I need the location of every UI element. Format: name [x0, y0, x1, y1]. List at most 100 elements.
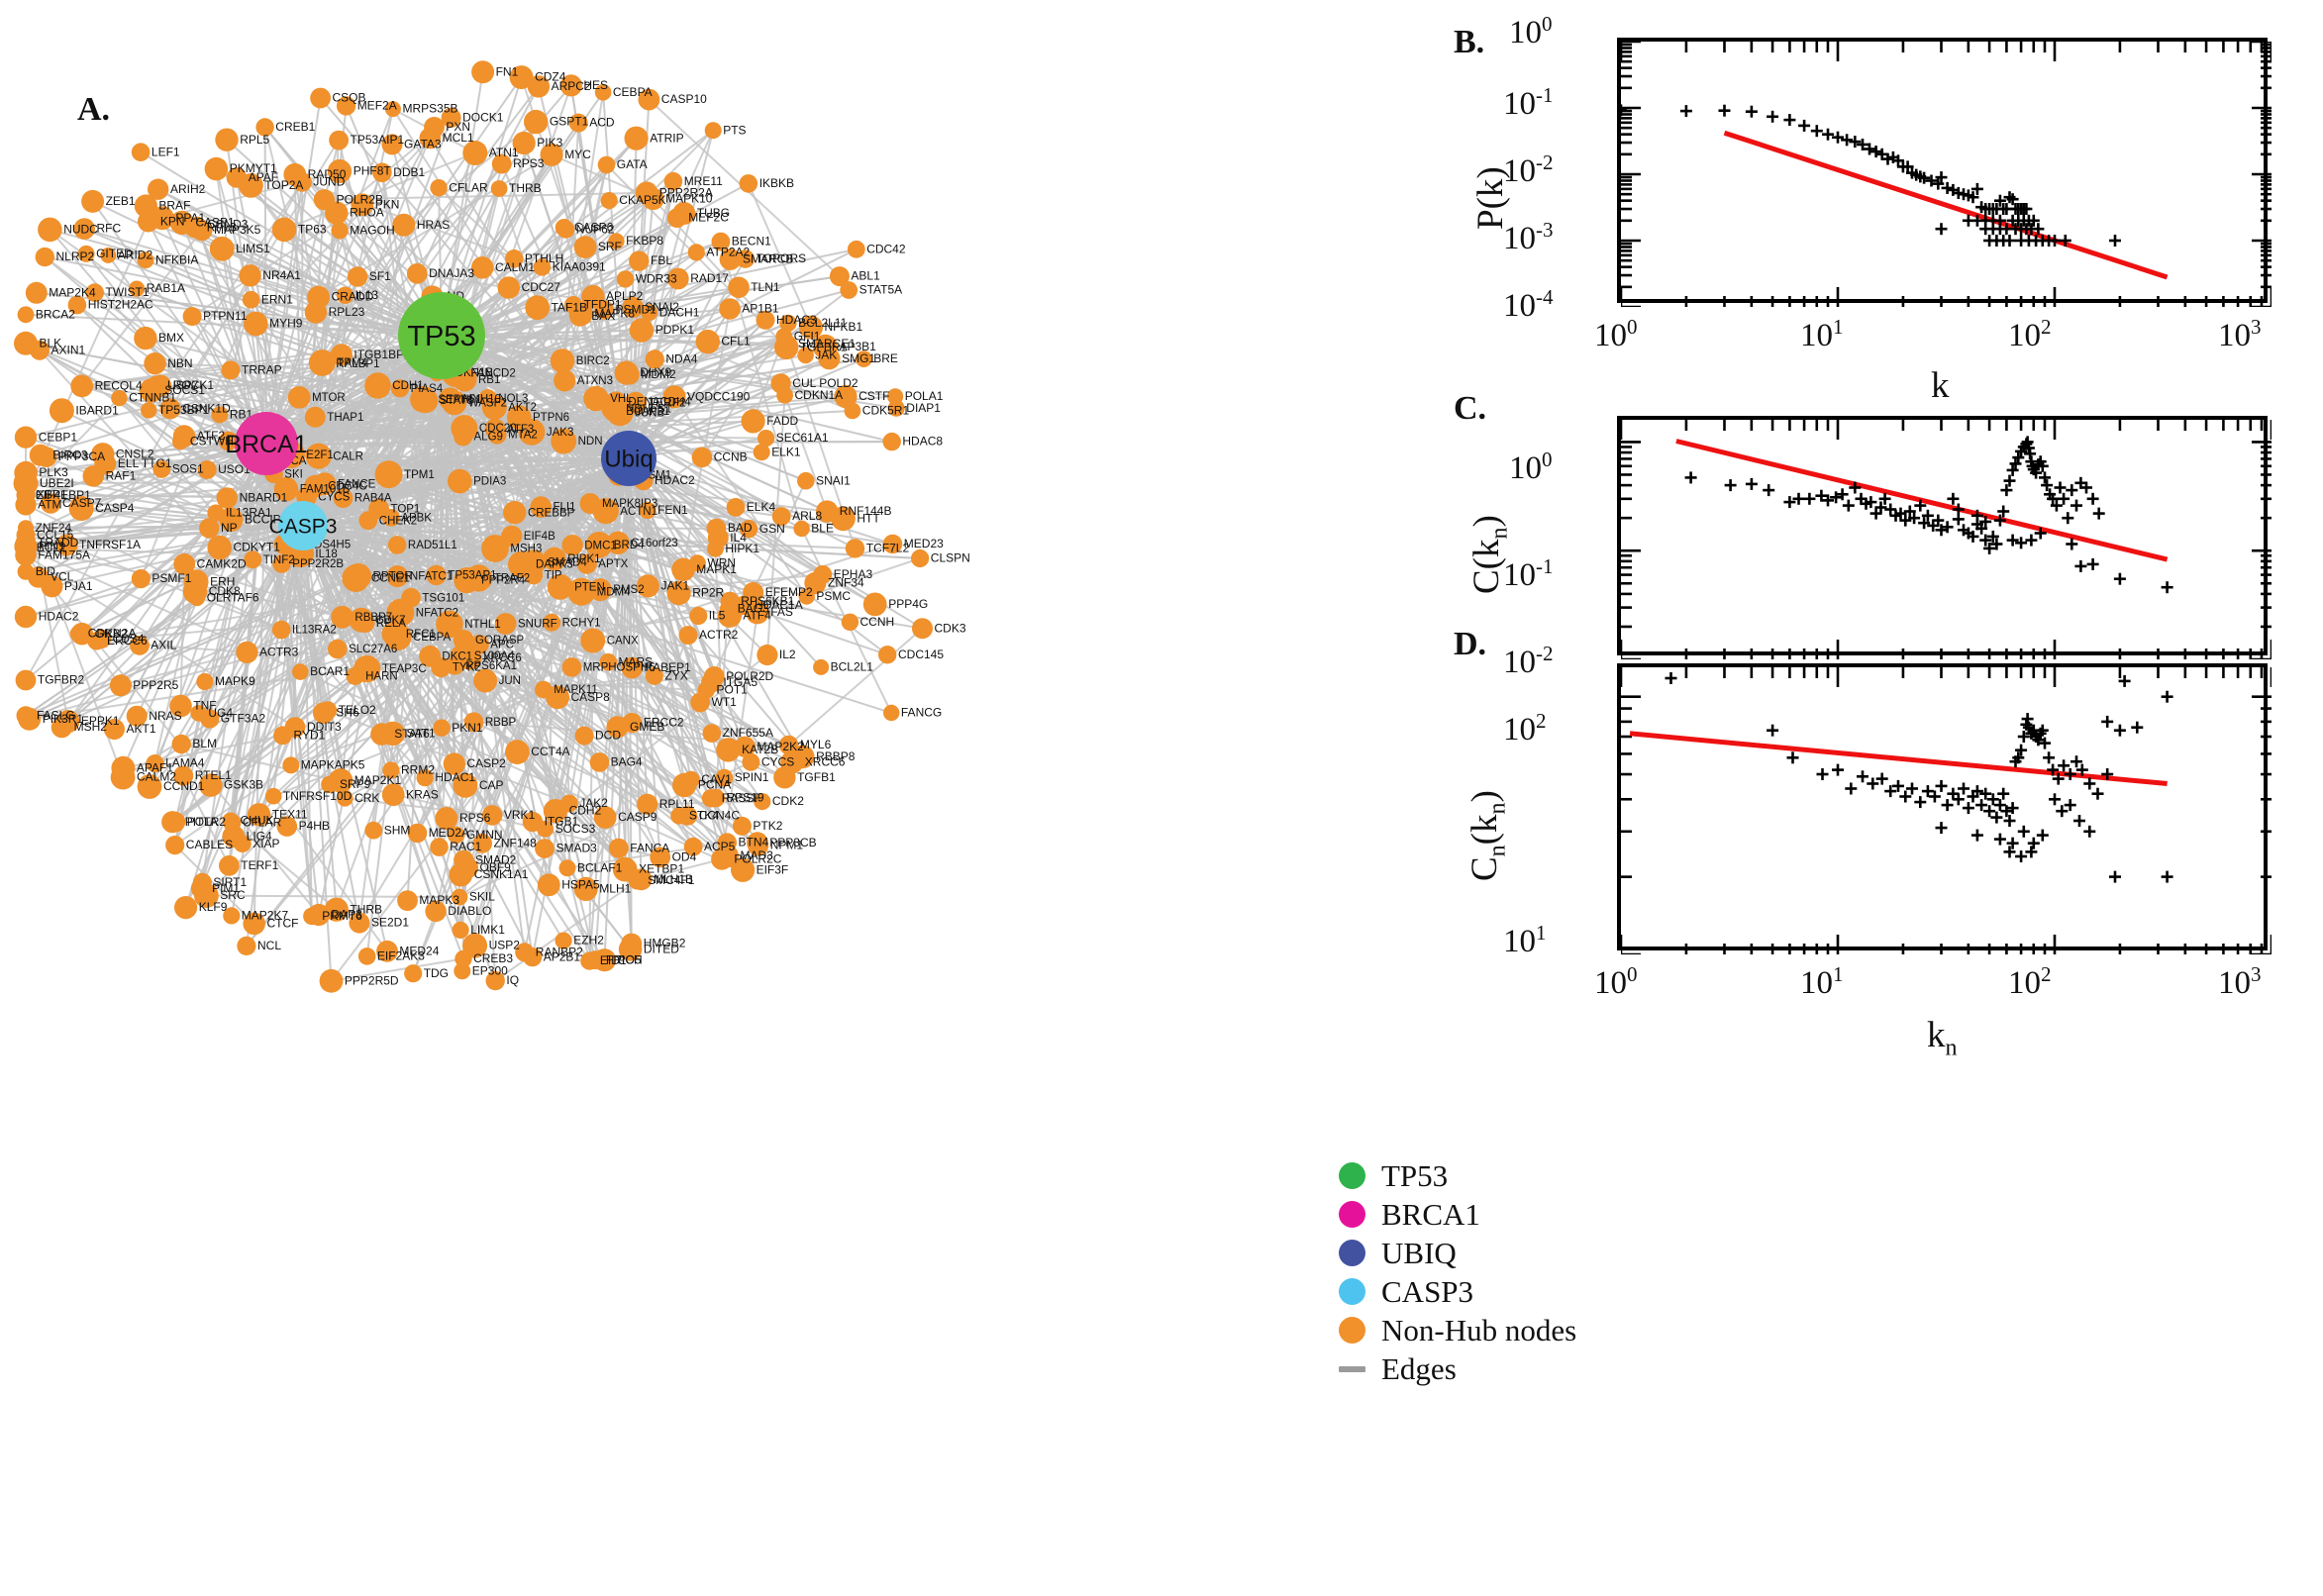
network-node[interactable] — [305, 443, 332, 469]
network-node[interactable] — [505, 740, 530, 764]
network-node[interactable] — [688, 554, 706, 572]
network-node[interactable] — [387, 536, 407, 554]
network-node[interactable] — [207, 535, 232, 560]
network-node[interactable] — [454, 849, 474, 870]
network-node[interactable] — [589, 752, 610, 772]
network-node[interactable] — [172, 425, 196, 448]
network-node[interactable] — [748, 835, 769, 856]
network-node[interactable] — [390, 379, 410, 398]
network-node[interactable] — [384, 101, 401, 118]
network-node[interactable] — [376, 940, 398, 962]
network-node[interactable] — [774, 335, 799, 359]
network-node[interactable] — [451, 888, 468, 906]
network-node[interactable] — [731, 857, 756, 882]
network-node[interactable] — [218, 431, 239, 451]
network-node[interactable] — [505, 249, 524, 268]
network-node[interactable] — [840, 281, 858, 299]
network-node[interactable] — [73, 218, 95, 240]
network-node[interactable] — [481, 805, 503, 826]
network-node[interactable] — [608, 838, 629, 858]
network-node[interactable] — [419, 645, 441, 667]
network-node[interactable] — [337, 790, 354, 807]
network-node[interactable] — [307, 903, 330, 927]
network-node[interactable] — [237, 936, 256, 956]
network-node[interactable] — [469, 635, 489, 654]
network-node[interactable] — [629, 250, 650, 271]
network-node[interactable] — [678, 626, 698, 646]
network-node[interactable] — [642, 187, 664, 211]
network-node[interactable] — [147, 375, 166, 395]
network-node[interactable] — [621, 656, 643, 679]
network-node[interactable] — [272, 554, 291, 573]
network-node[interactable] — [560, 794, 578, 813]
network-node[interactable] — [137, 774, 162, 799]
network-node[interactable] — [192, 872, 212, 892]
network-node[interactable] — [706, 788, 726, 808]
hub-node-tp53[interactable] — [398, 292, 485, 379]
network-node[interactable] — [829, 266, 850, 287]
network-node[interactable] — [574, 726, 594, 746]
network-node[interactable] — [304, 406, 326, 428]
network-node[interactable] — [243, 311, 268, 337]
network-node[interactable] — [70, 374, 94, 398]
network-node[interactable] — [771, 507, 791, 526]
network-node[interactable] — [14, 605, 38, 629]
network-node[interactable] — [491, 153, 512, 174]
network-node[interactable] — [603, 400, 625, 423]
network-node[interactable] — [645, 666, 663, 685]
network-node[interactable] — [211, 406, 229, 424]
network-node[interactable] — [430, 179, 448, 197]
network-node[interactable] — [593, 806, 617, 829]
network-node[interactable] — [382, 761, 400, 779]
network-node[interactable] — [481, 535, 509, 562]
network-node[interactable] — [561, 657, 582, 677]
network-node[interactable] — [484, 418, 506, 440]
network-node[interactable] — [559, 74, 582, 97]
network-node[interactable] — [68, 496, 94, 521]
network-node[interactable] — [209, 236, 235, 261]
network-node[interactable] — [219, 854, 240, 876]
network-node[interactable] — [530, 496, 552, 518]
network-node[interactable] — [454, 949, 472, 968]
network-node[interactable] — [568, 113, 588, 133]
network-node[interactable] — [462, 141, 488, 165]
network-node[interactable] — [882, 534, 903, 554]
network-node[interactable] — [15, 669, 37, 691]
network-node[interactable] — [666, 208, 687, 229]
network-node[interactable] — [719, 249, 742, 270]
network-node[interactable] — [40, 493, 61, 514]
network-node[interactable] — [471, 60, 495, 84]
network-node[interactable] — [497, 276, 521, 299]
network-node[interactable] — [182, 307, 202, 327]
network-node[interactable] — [695, 329, 720, 354]
network-node[interactable] — [381, 134, 403, 155]
network-node[interactable] — [543, 547, 566, 571]
network-node[interactable] — [325, 201, 349, 225]
network-node[interactable] — [82, 465, 105, 487]
network-node[interactable] — [17, 306, 35, 324]
network-node[interactable] — [374, 460, 403, 489]
network-node[interactable] — [911, 549, 930, 568]
network-node[interactable] — [663, 171, 683, 191]
network-node[interactable] — [490, 180, 508, 197]
network-node[interactable] — [454, 962, 471, 980]
network-node[interactable] — [386, 565, 409, 588]
network-node[interactable] — [576, 553, 597, 574]
network-node[interactable] — [728, 276, 750, 299]
network-node[interactable] — [441, 107, 461, 128]
network-node[interactable] — [878, 646, 897, 664]
network-node[interactable] — [543, 613, 561, 632]
network-node[interactable] — [594, 84, 612, 101]
network-node[interactable] — [207, 504, 225, 522]
network-node[interactable] — [242, 290, 260, 309]
network-node[interactable] — [223, 907, 241, 925]
network-node[interactable] — [372, 162, 392, 183]
network-node[interactable] — [567, 577, 596, 606]
network-node[interactable] — [887, 399, 905, 417]
network-node[interactable] — [813, 658, 830, 675]
network-node[interactable] — [131, 143, 151, 161]
network-node[interactable] — [650, 847, 671, 868]
network-node[interactable] — [831, 506, 856, 532]
network-node[interactable] — [173, 765, 194, 786]
network-node[interactable] — [621, 933, 643, 954]
